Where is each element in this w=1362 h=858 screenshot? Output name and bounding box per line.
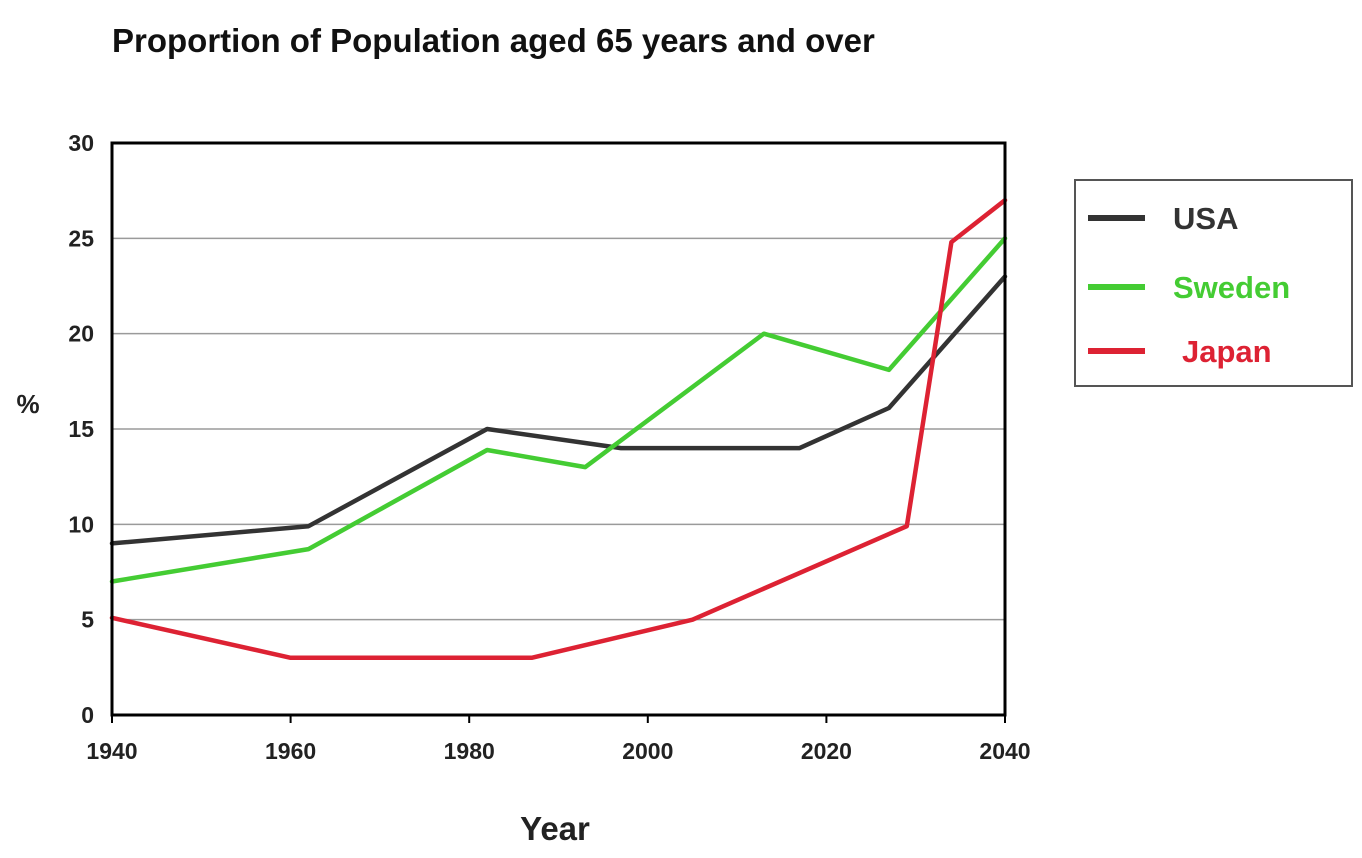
legend-label-usa: USA [1173,201,1238,236]
x-tick-label: 1980 [444,738,495,764]
data-point-japan [949,240,953,244]
data-point-usa [619,446,623,450]
data-point-japan [530,656,534,660]
series-line-japan [109,197,1008,661]
legend-label-sweden: Sweden [1173,270,1290,305]
data-point-japan [905,524,909,528]
y-tick-label: 20 [68,321,94,347]
x-axis-ticks: 1940 1960 1980 2000 2020 2040 [86,715,1031,764]
x-tick-label: 2000 [622,738,673,764]
y-tick-label: 5 [81,607,94,633]
data-point-sweden [485,448,489,452]
legend: USA Sweden Japan [1074,179,1353,387]
chart-title: Proportion of Population aged 65 years a… [112,22,875,59]
x-tick-label: 1960 [265,738,316,764]
data-point-usa [485,427,489,431]
y-axis-label: % [16,389,39,419]
plot-area-frame [110,141,1007,717]
x-tick-label: 1940 [86,738,137,764]
x-tick-label: 2040 [979,738,1030,764]
data-point-usa [306,524,310,528]
x-axis-label: Year [520,810,590,847]
y-tick-label: 0 [81,702,94,728]
data-point-sweden [762,332,766,336]
legend-label-japan: Japan [1182,334,1272,369]
series-line-sweden [109,236,1008,584]
y-tick-label: 30 [68,130,94,156]
data-point-sweden [306,547,310,551]
y-tick-label: 10 [68,511,94,537]
gridlines [112,237,1005,621]
series-lines [109,197,1008,661]
data-point-japan [289,656,293,660]
y-tick-label: 15 [68,416,94,442]
data-point-sweden [583,465,587,469]
y-axis-ticks: 0 5 10 15 20 25 30 [68,130,94,728]
data-point-japan [690,618,694,622]
data-point-usa [887,406,891,410]
x-tick-label: 2020 [801,738,852,764]
data-point-sweden [887,368,891,372]
series-line-usa [109,274,1008,546]
y-tick-label: 25 [68,225,94,251]
data-point-usa [798,446,802,450]
